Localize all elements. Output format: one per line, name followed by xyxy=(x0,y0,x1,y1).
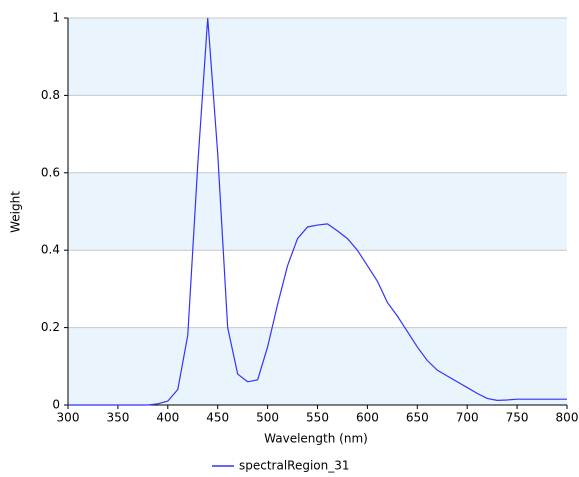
y-tick-label: 0.8 xyxy=(41,88,60,102)
x-tick-label: 500 xyxy=(256,411,279,425)
x-tick-label: 600 xyxy=(356,411,379,425)
x-tick-label: 700 xyxy=(456,411,479,425)
line-series xyxy=(68,17,567,406)
x-axis-label: Wavelength (nm) xyxy=(264,432,368,446)
x-tick-label: 400 xyxy=(156,411,179,425)
y-tick-label: 0.6 xyxy=(41,165,60,179)
y-tick-label: 0 xyxy=(52,398,60,412)
plot-band xyxy=(68,18,567,96)
y-tick-label: 0.4 xyxy=(41,243,60,257)
x-tick-label: 300 xyxy=(57,411,80,425)
legend-label: spectralRegion_31 xyxy=(239,459,350,473)
y-axis-label: Weight xyxy=(9,191,23,233)
x-tick-label: 800 xyxy=(556,411,579,425)
x-tick-label: 650 xyxy=(406,411,429,425)
y-tick-label: 0.2 xyxy=(41,320,60,334)
y-tick-label: 1 xyxy=(52,11,60,25)
plot-band xyxy=(68,327,567,405)
x-tick-label: 350 xyxy=(106,411,129,425)
x-tick-label: 450 xyxy=(206,411,229,425)
x-tick-label: 750 xyxy=(506,411,529,425)
x-tick-label: 550 xyxy=(306,411,329,425)
plot-band xyxy=(68,172,567,251)
